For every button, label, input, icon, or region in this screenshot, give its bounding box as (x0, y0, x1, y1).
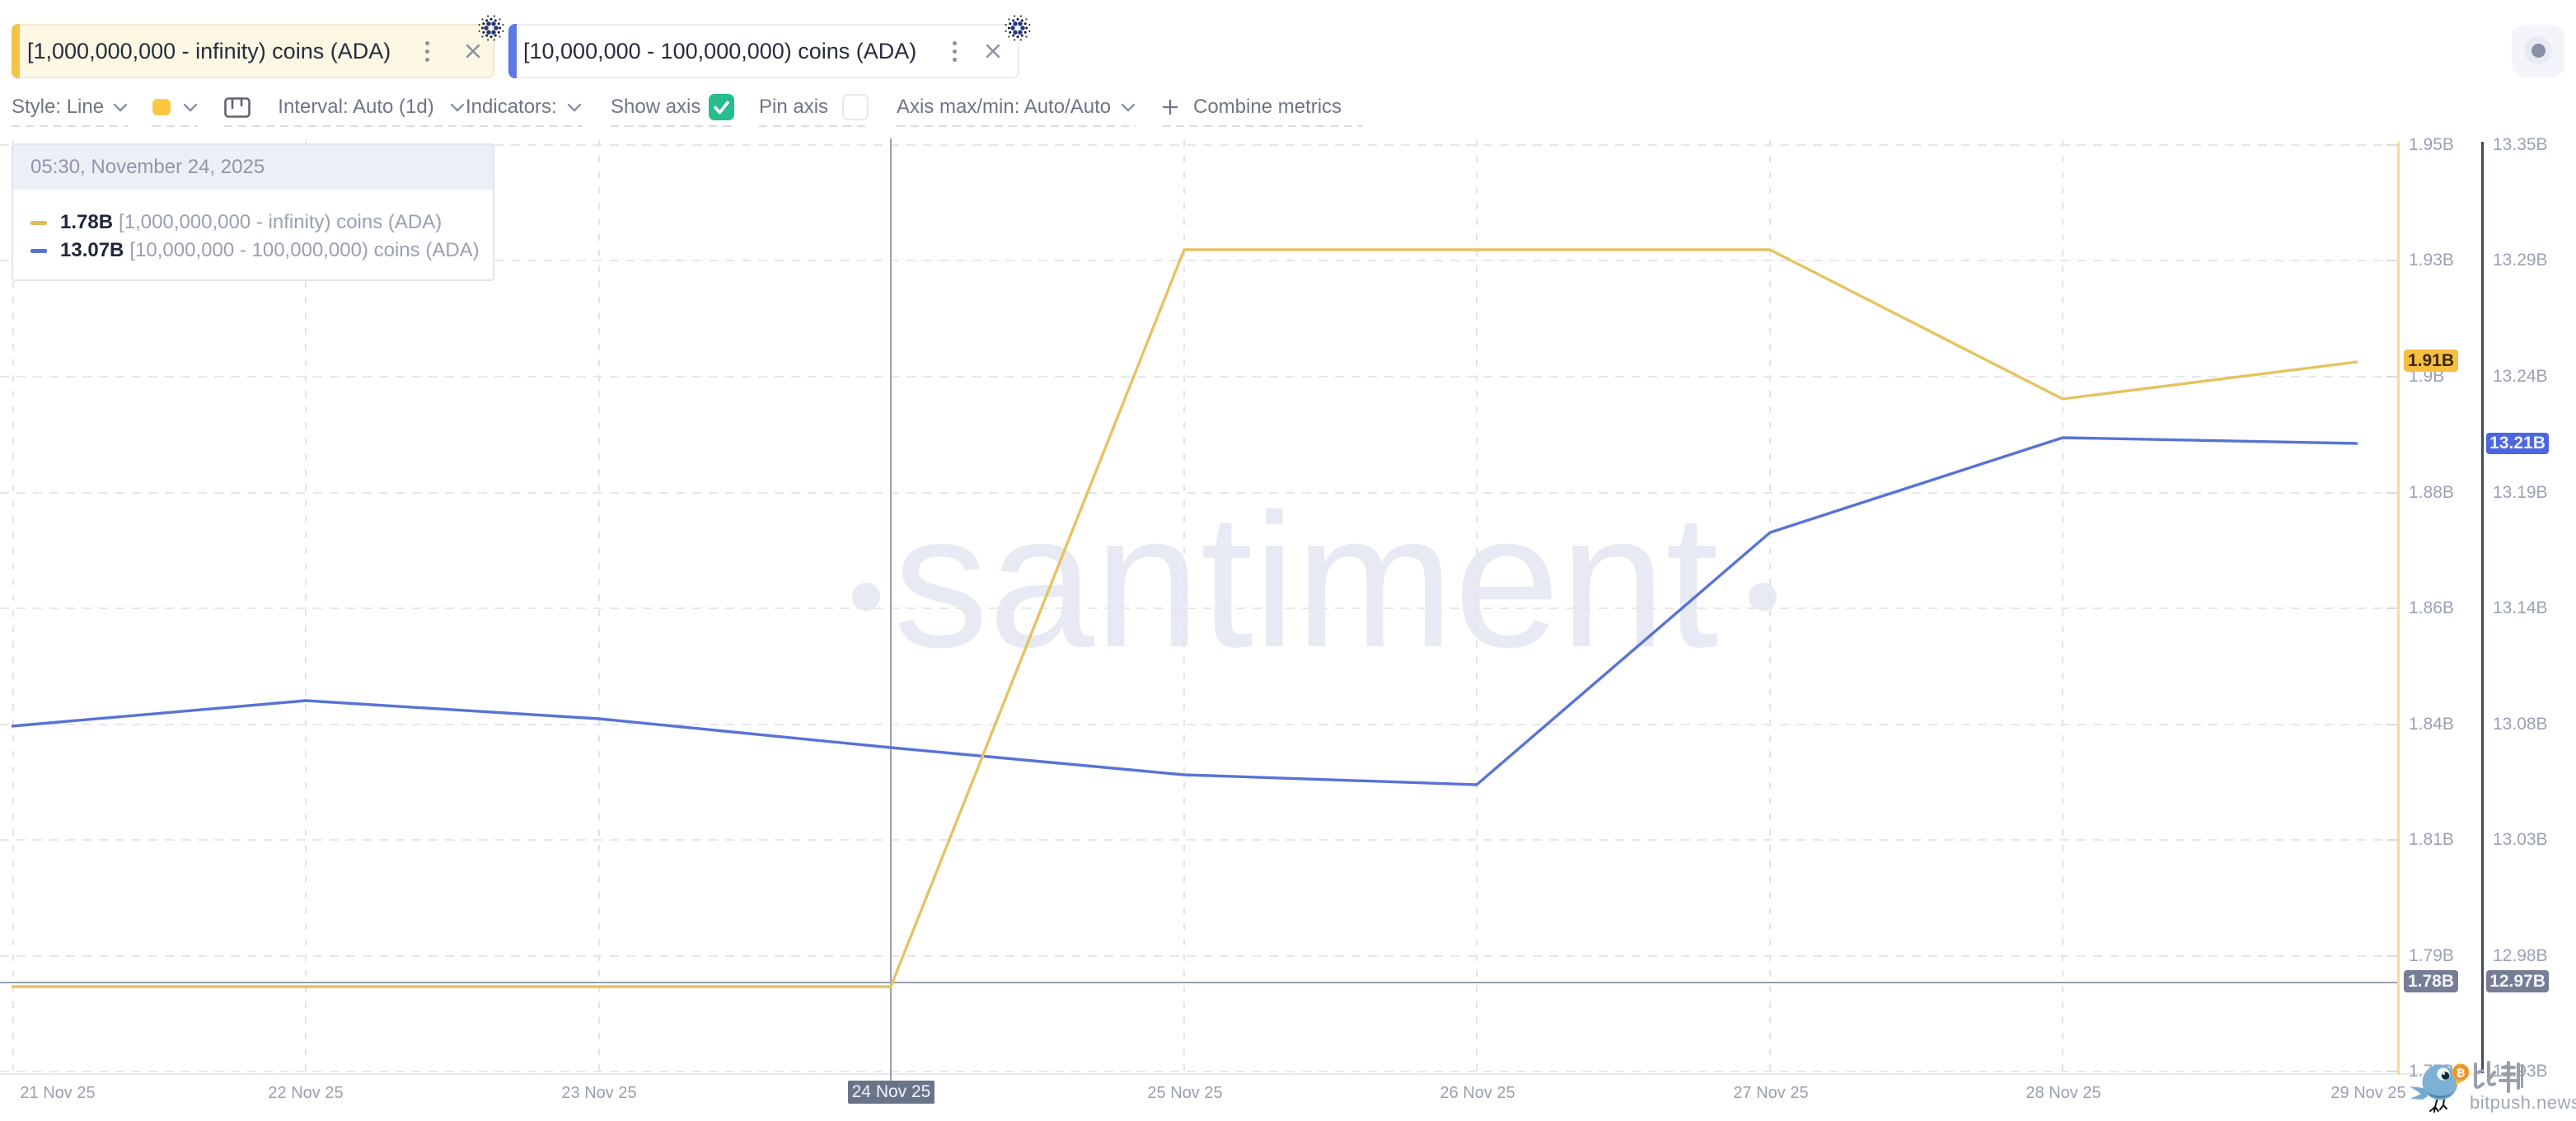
svg-text:₿: ₿ (2457, 1067, 2466, 1079)
